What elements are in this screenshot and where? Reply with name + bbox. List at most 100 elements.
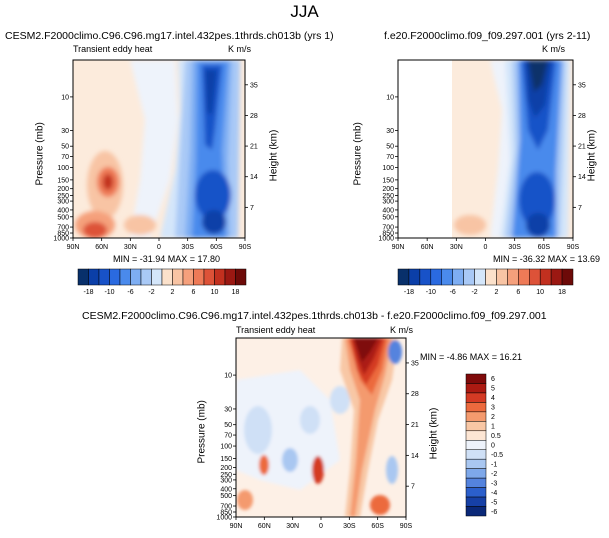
figure-title: JJA (290, 2, 319, 21)
colorbar1-swatch (130, 268, 142, 286)
colorbar1-swatch (109, 268, 121, 286)
right-tick-label: 21 (250, 144, 258, 151)
y-tick-label: 250 (382, 193, 394, 200)
panel1-stats: MIN = -31.94 MAX = 17.80 (113, 254, 221, 264)
y-tick-label: 150 (57, 177, 69, 184)
x-tick-label: 30N (286, 523, 299, 530)
y-tick-label: 30 (386, 128, 394, 135)
colorbar2-swatch (419, 268, 432, 286)
y-tick-label: 250 (57, 193, 69, 200)
right-tick-label: 35 (578, 82, 586, 89)
y-tick-label: 200 (220, 465, 232, 472)
panel1-subtitle: Transient eddy heat (73, 44, 153, 54)
colorbar1-label: 6 (192, 289, 196, 296)
x-tick-label: 60N (421, 244, 434, 251)
y-tick-label: 500 (220, 493, 232, 500)
y-tick-label: 850 (57, 231, 69, 238)
colorbar2-label: 18 (558, 289, 566, 296)
y-tick-label: 500 (382, 214, 394, 221)
y-tick-label: 1000 (53, 236, 69, 243)
x-tick-label: 90N (230, 523, 243, 530)
colorbar1-swatch (98, 268, 110, 286)
colorbar2-label: -10 (426, 289, 436, 296)
colorbar3-label: -6 (491, 509, 497, 516)
right-tick-label: 35 (250, 82, 258, 89)
colorbar3-label: 4 (491, 395, 495, 402)
right-tick-label: 14 (250, 174, 258, 181)
colorbar2-swatch (441, 268, 453, 286)
x-tick-label: 30N (124, 244, 137, 251)
y-tick-label: 250 (220, 472, 232, 479)
colorbar3-swatch (465, 421, 487, 432)
colorbar2-swatch (529, 268, 541, 286)
y-tick-label: 70 (386, 154, 394, 161)
x-tick-label: 90S (567, 244, 580, 251)
y-tick-label: 700 (382, 225, 394, 232)
y-tick-label: 150 (382, 177, 394, 184)
y-tick-label: 400 (382, 207, 394, 214)
colorbar3-label: 5 (491, 386, 495, 393)
y-tick-label: 10 (61, 94, 69, 101)
colorbar1-label: 10 (211, 289, 219, 296)
colorbar3-label: 1 (491, 424, 495, 431)
right-tick-label: 21 (578, 144, 586, 151)
y-tick-label: 100 (382, 165, 394, 172)
colorbar1-swatch (172, 268, 184, 286)
colorbar3-label: -5 (491, 499, 497, 506)
colorbar2-label: 2 (494, 289, 498, 296)
colorbar3-label: -4 (491, 490, 497, 497)
y-tick-label: 700 (220, 504, 232, 511)
x-tick-label: 60S (538, 244, 551, 251)
panel1-title: CESM2.F2000climo.C96.C96.mg17.intel.432p… (5, 30, 334, 42)
right-tick-label: 14 (411, 453, 419, 460)
panel1-units: K m/s (228, 44, 252, 54)
colorbar3-swatch (465, 458, 487, 469)
y-tick-label: 300 (57, 199, 69, 206)
colorbar2-swatch (397, 268, 410, 286)
y-tick-label: 500 (57, 214, 69, 221)
x-tick-label: 0 (319, 523, 323, 530)
x-tick-label: 60N (95, 244, 108, 251)
y-tick-label: 50 (224, 422, 232, 429)
x-tick-label: 90N (67, 244, 80, 251)
x-tick-label: 30N (450, 244, 463, 251)
colorbar3-swatch (465, 506, 487, 517)
right-tick-label: 28 (250, 113, 258, 120)
colorbar2-label: 6 (516, 289, 520, 296)
panel2-units: K m/s (542, 44, 566, 54)
colorbar3-label: 0.5 (491, 433, 501, 440)
colorbar2-swatch (463, 268, 475, 286)
colorbar2-swatch (485, 268, 497, 286)
x-tick-label: 90S (239, 244, 252, 251)
right-tick-label: 14 (578, 174, 586, 181)
colorbar2-swatch (518, 268, 530, 286)
panel1-field (73, 60, 245, 238)
colorbar3-swatch (465, 487, 487, 498)
colorbar2-swatch (496, 268, 508, 286)
y-tick-label: 400 (220, 486, 232, 493)
colorbar1-swatch (182, 268, 194, 286)
panel2-field (452, 60, 573, 238)
colorbar3-label: 3 (491, 405, 495, 412)
colorbar3-swatch (465, 468, 487, 479)
panel3-subtitle: Transient eddy heat (236, 325, 316, 335)
panel3-stats: MIN = -4.86 MAX = 16.21 (420, 352, 523, 362)
y-tick-label: 400 (57, 207, 69, 214)
y-tick-label: 200 (57, 186, 69, 193)
colorbar1-swatch (151, 268, 163, 286)
y-tick-label: 850 (220, 509, 232, 516)
colorbar3-swatch (465, 496, 487, 507)
colorbar2-label: -2 (471, 289, 477, 296)
colorbar3-swatch (465, 440, 487, 450)
y-tick-label: 200 (382, 186, 394, 193)
right-tick-label: 35 (411, 360, 419, 367)
x-tick-label: 0 (157, 244, 161, 251)
colorbar1-swatch (119, 268, 131, 286)
colorbar1-swatch (235, 268, 247, 286)
panel3-field (236, 338, 406, 517)
colorbar3-swatch (465, 373, 487, 384)
colorbar2-swatch (539, 268, 552, 286)
right-tick-label: 7 (411, 484, 415, 491)
y-tick-label: 300 (382, 199, 394, 206)
